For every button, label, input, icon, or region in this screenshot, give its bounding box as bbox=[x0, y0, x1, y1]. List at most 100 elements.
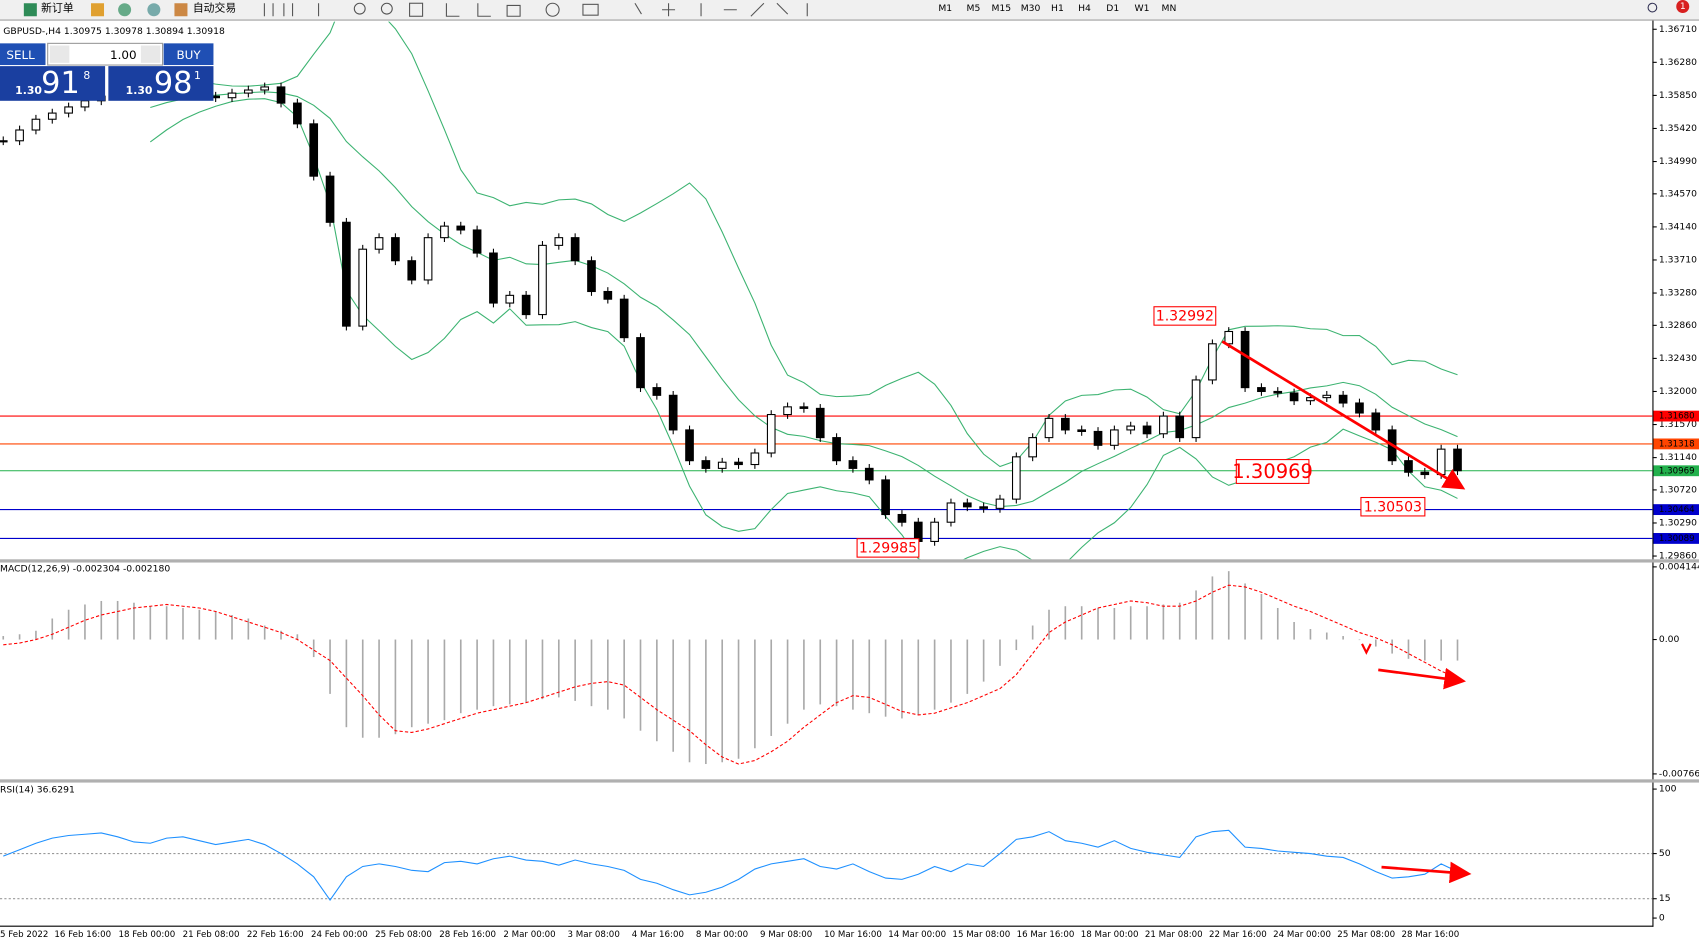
timeframe-button[interactable]: M30 bbox=[1021, 3, 1041, 14]
candle-body bbox=[881, 479, 890, 516]
candle-body bbox=[1126, 425, 1136, 431]
timeframe-button[interactable]: M1 bbox=[938, 3, 952, 14]
x-tick-label: 3 Mar 08:00 bbox=[568, 930, 620, 940]
candle-body bbox=[848, 460, 858, 469]
macd-bar bbox=[133, 602, 135, 640]
macd-bar bbox=[1015, 639, 1018, 651]
search-icon[interactable] bbox=[1647, 2, 1658, 13]
candle-body bbox=[832, 437, 841, 462]
tool-icon[interactable] bbox=[118, 3, 132, 17]
tool-icon[interactable] bbox=[91, 3, 105, 17]
buy-label: BUY bbox=[176, 48, 201, 62]
candle-body bbox=[325, 175, 335, 223]
macd-bar bbox=[1178, 602, 1181, 640]
macd-bar bbox=[574, 639, 576, 701]
candle-body bbox=[1404, 460, 1413, 473]
macd-bar bbox=[868, 639, 871, 714]
lots-spinner[interactable] bbox=[140, 45, 161, 63]
macd-bar bbox=[361, 639, 364, 738]
candle-body bbox=[521, 294, 531, 316]
templates-icon[interactable] bbox=[582, 3, 599, 16]
macd-bar bbox=[1391, 639, 1393, 654]
macd-bar bbox=[427, 639, 429, 724]
bid-small: 8 bbox=[83, 69, 90, 82]
sell-button[interactable] bbox=[0, 43, 46, 66]
macd-bar bbox=[803, 639, 805, 710]
notification-badge[interactable] bbox=[1676, 0, 1690, 14]
zoom-in[interactable] bbox=[353, 2, 366, 15]
macd-bar bbox=[786, 639, 789, 724]
rsi-title: RSI(14) 36.6291 bbox=[0, 785, 75, 796]
macd-bar bbox=[1195, 590, 1197, 640]
x-tick-label: 28 Feb 16:00 bbox=[439, 930, 496, 940]
lots-field[interactable] bbox=[47, 42, 164, 66]
periods-icon[interactable] bbox=[545, 2, 560, 17]
y-tick-label: 0 bbox=[1659, 913, 1665, 924]
zoom-out[interactable] bbox=[380, 2, 393, 15]
y-tick-label: 1.29860 bbox=[1659, 551, 1697, 562]
macd-bar bbox=[656, 639, 658, 742]
y-tick-label: -0.007664 bbox=[1659, 768, 1699, 779]
lots-value: 1.00 bbox=[110, 48, 137, 62]
new-order-button[interactable]: 新订单 bbox=[41, 1, 74, 15]
macd-panel: 0.004144 0.00 -0.007664 bbox=[2, 561, 1699, 779]
axes: 1.36710 1.36280 1.35850 1.35420 1.34990 1.345… bbox=[0, 24, 1699, 940]
candle-body bbox=[358, 248, 368, 327]
y-tick-label: 15 bbox=[1659, 893, 1671, 904]
macd-bar bbox=[329, 639, 331, 694]
bid-box[interactable] bbox=[0, 66, 106, 101]
lots-spinner[interactable] bbox=[49, 45, 70, 63]
y-tick-label: 1.36710 bbox=[1659, 24, 1697, 35]
macd-bar bbox=[623, 639, 625, 719]
y-tick-label: 1.35420 bbox=[1659, 123, 1697, 134]
x-tick-label: 14 Mar 00:00 bbox=[888, 930, 946, 940]
line-tools[interactable] bbox=[634, 2, 808, 17]
candle-body bbox=[1257, 387, 1266, 393]
timeframe-button[interactable]: M15 bbox=[991, 3, 1011, 14]
y-tick-label: 1.34140 bbox=[1659, 221, 1697, 232]
tool-icon[interactable] bbox=[147, 3, 161, 17]
macd-bar bbox=[1358, 639, 1361, 641]
auto-trading-icon[interactable] bbox=[174, 3, 188, 17]
auto-trading-button[interactable]: 自动交易 bbox=[193, 1, 236, 15]
rsi-arrow bbox=[1381, 861, 1472, 884]
macd-bar bbox=[280, 630, 282, 640]
chart-type-icons[interactable] bbox=[263, 3, 320, 17]
ask-box[interactable] bbox=[108, 66, 214, 101]
macd-bar bbox=[590, 639, 593, 707]
timeframe-button[interactable]: W1 bbox=[1134, 3, 1149, 14]
buy-button[interactable] bbox=[163, 43, 214, 66]
candle-body bbox=[1224, 330, 1234, 345]
macd-bar bbox=[1146, 606, 1148, 640]
candle-body bbox=[1142, 425, 1152, 435]
macd-bar bbox=[1244, 583, 1246, 640]
candle-body bbox=[1338, 394, 1348, 404]
macd-bar bbox=[966, 639, 969, 694]
y-tick-label: 1.34990 bbox=[1659, 156, 1697, 167]
macd-bar bbox=[198, 609, 201, 640]
new-order-icon[interactable] bbox=[23, 3, 37, 17]
candle-body bbox=[799, 406, 809, 409]
chart-icons[interactable] bbox=[445, 3, 521, 17]
macd-bar bbox=[149, 606, 152, 640]
level-label: 1.30464 bbox=[1659, 505, 1695, 515]
bid-big: 91 bbox=[41, 66, 80, 101]
timeframe-button[interactable]: MN bbox=[1162, 3, 1177, 14]
x-tick-label: 25 Mar 08:00 bbox=[1337, 930, 1395, 940]
candle-body bbox=[244, 89, 253, 94]
timeframe-button[interactable]: M5 bbox=[967, 3, 981, 14]
ask-big: 98 bbox=[154, 66, 193, 101]
tile-icon[interactable] bbox=[409, 2, 424, 17]
timeframe-button[interactable]: H4 bbox=[1078, 3, 1091, 14]
level-label-box bbox=[1653, 533, 1699, 544]
panel-separator bbox=[0, 559, 1699, 563]
candle-body bbox=[227, 92, 237, 99]
timeframe-button[interactable]: H1 bbox=[1051, 3, 1064, 14]
timeframe-button[interactable]: D1 bbox=[1106, 3, 1119, 14]
candle-body bbox=[1208, 343, 1217, 381]
candle-body bbox=[456, 225, 466, 231]
candle-body bbox=[47, 112, 57, 120]
macd-bar bbox=[1129, 606, 1132, 640]
macd-bar bbox=[345, 639, 348, 728]
